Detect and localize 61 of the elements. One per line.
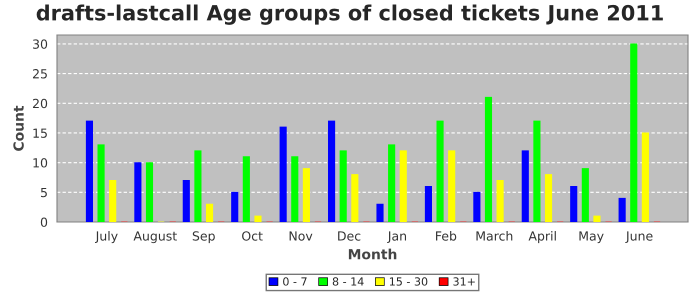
x-tick-label: August xyxy=(134,231,177,244)
bar xyxy=(522,150,529,222)
bar xyxy=(570,186,578,222)
bar xyxy=(194,150,202,222)
x-tick-label: May xyxy=(579,231,604,244)
x-tick-label: Jan xyxy=(387,231,406,244)
x-tick-label: June xyxy=(625,231,653,244)
legend-label: 8 - 14 xyxy=(332,277,364,286)
bar xyxy=(473,192,480,222)
x-tick-label: Nov xyxy=(290,231,312,241)
bar xyxy=(302,168,310,222)
bar xyxy=(109,180,116,222)
bar xyxy=(593,216,601,222)
y-tick-label: 10 xyxy=(33,158,48,168)
y-tick-label: 0 xyxy=(40,217,48,227)
bar xyxy=(98,144,105,222)
bar xyxy=(86,120,94,222)
x-tick-label: Sep xyxy=(192,231,215,244)
bar xyxy=(206,204,214,222)
legend-label: 0 - 7 xyxy=(283,277,307,286)
chart-title: drafts-lastcall Age groups of closed tickets June 2011 xyxy=(36,4,663,25)
bar xyxy=(484,96,492,222)
y-tick-label: 30 xyxy=(33,39,48,49)
bar xyxy=(400,150,407,222)
bar xyxy=(231,192,238,222)
bar xyxy=(340,150,347,222)
x-tick-label: Oct xyxy=(242,231,263,241)
y-tick-label: 25 xyxy=(32,69,47,79)
bar xyxy=(291,156,298,222)
bar xyxy=(242,156,250,222)
bar xyxy=(496,180,504,222)
bar xyxy=(618,198,626,222)
bar xyxy=(134,162,142,222)
bar xyxy=(424,186,432,222)
legend-label: 15 - 30 xyxy=(390,277,428,286)
x-tick-label: Dec xyxy=(338,231,360,241)
bar xyxy=(533,120,540,222)
y-tick-label: 5 xyxy=(40,188,47,198)
bar xyxy=(254,216,262,222)
bar xyxy=(182,180,190,222)
x-tick-label: Feb xyxy=(436,231,456,241)
bar xyxy=(376,204,384,222)
bar xyxy=(630,43,638,222)
bar xyxy=(582,168,589,222)
bar xyxy=(642,132,649,222)
y-tick-label: 15 xyxy=(33,128,47,138)
bar xyxy=(280,126,287,222)
y-tick-label: 20 xyxy=(32,98,48,108)
bar xyxy=(448,150,456,222)
bar xyxy=(351,174,358,222)
y-axis-title: Count xyxy=(13,106,24,151)
bar xyxy=(328,120,336,222)
x-tick-label: July xyxy=(94,231,118,244)
x-axis-title: Month xyxy=(348,248,396,260)
legend-label: 31+ xyxy=(453,277,475,286)
bar xyxy=(146,162,154,222)
x-tick-label: March xyxy=(476,231,512,241)
bar xyxy=(544,174,552,222)
x-tick-label: April xyxy=(528,231,556,244)
bar xyxy=(388,144,396,222)
bar xyxy=(436,120,444,222)
